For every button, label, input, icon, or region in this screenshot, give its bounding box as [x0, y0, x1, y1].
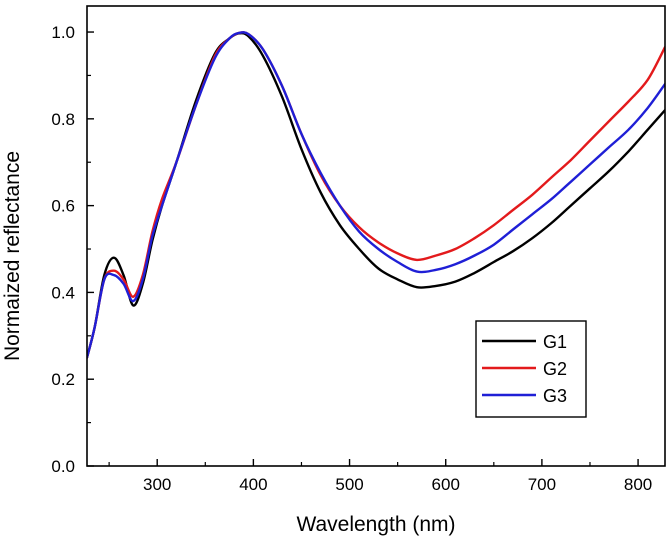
y-tick-label: 0.4: [51, 283, 75, 302]
series-line-g3: [87, 31, 665, 359]
y-tick-label: 0.6: [51, 197, 75, 216]
ticks: 300 400 500 600 700 800 0.0 0.2 0.4 0.6 0.8 1.0: [51, 23, 652, 494]
x-tick-label: 700: [528, 475, 556, 494]
y-tick-label: 0.8: [51, 110, 75, 129]
legend-label-g3: G3: [543, 386, 567, 406]
y-tick-label: 0.0: [51, 457, 75, 476]
x-axis-title: Wavelength (nm): [296, 513, 455, 536]
x-tick-label: 300: [143, 475, 171, 494]
legend-label-g1: G1: [543, 332, 567, 352]
series-lines: [87, 31, 665, 359]
y-axis-title: Normaized reflectance: [1, 151, 24, 361]
x-tick-label: 600: [432, 475, 460, 494]
series-line-g1: [87, 31, 665, 359]
y-tick-label: 1.0: [51, 23, 75, 42]
legend: G1 G2 G3: [475, 320, 587, 418]
x-tick-label: 800: [624, 475, 652, 494]
x-tick-label: 400: [239, 475, 267, 494]
axes: [86, 5, 666, 467]
x-tick-label: 500: [335, 475, 363, 494]
y-tick-label: 0.2: [51, 370, 75, 389]
axes-frame: [86, 5, 666, 467]
legend-label-g2: G2: [543, 359, 567, 379]
